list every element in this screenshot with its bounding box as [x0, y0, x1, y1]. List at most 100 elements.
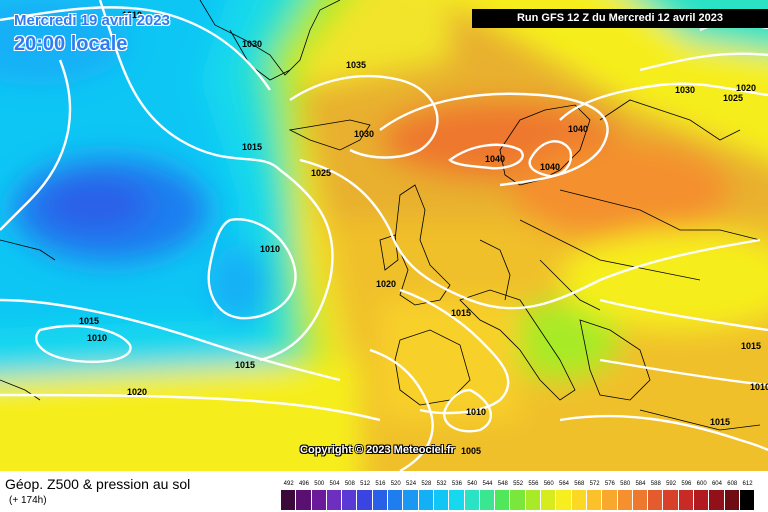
legend-tick-labels: 492 496 500 504 508 512 516 520 524 528 532 536 540 5…: [281, 480, 755, 488]
legend-swatch: [281, 490, 297, 510]
legend-tick-label: 608: [727, 481, 738, 487]
isobar-label: 1040: [540, 162, 560, 172]
legend-tick-label: 500: [314, 481, 325, 487]
legend-tick-label: 568: [574, 481, 585, 487]
isobar-label: 1030: [354, 129, 374, 139]
legend-tick-label: 512: [360, 481, 371, 487]
legend-tick-label: 548: [497, 481, 508, 487]
legend-swatch: [694, 490, 710, 510]
isobar-label: 1030: [675, 85, 695, 95]
legend-tick-label: 588: [650, 481, 661, 487]
isobar-label: 1025: [311, 168, 331, 178]
legend-swatch: [525, 490, 542, 510]
forecast-date: Mercredi 19 avril 2023: [14, 12, 170, 29]
isobar-label: 1010: [122, 10, 142, 20]
isobar-label: 1015: [710, 417, 730, 427]
legend-swatch: [678, 490, 695, 510]
legend-tick-label: 536: [451, 481, 462, 487]
legend-swatch: [541, 490, 557, 510]
isobar-label: 1020: [736, 83, 756, 93]
legend-swatch: [372, 490, 389, 510]
z500-pressure-map: 1010 1030 1035 1030 1015 1025 1040 1040 …: [0, 0, 768, 471]
legend-tick-label: 552: [513, 481, 524, 487]
legend-swatch: [510, 490, 526, 510]
legend-tick-label: 496: [298, 481, 309, 487]
isobar-label: 1010: [87, 333, 107, 343]
legend-swatch: [388, 490, 404, 510]
legend-tick-label: 556: [528, 481, 539, 487]
legend-tick-label: 504: [329, 481, 340, 487]
legend-swatch: [357, 490, 373, 510]
legend-tick-label: 592: [666, 481, 677, 487]
legend-swatch: [602, 490, 618, 510]
legend-tick-label: 528: [421, 481, 432, 487]
legend-swatch: [663, 490, 679, 510]
legend-tick-label: 532: [436, 481, 447, 487]
legend-tick-label: 516: [375, 481, 386, 487]
legend-swatch: [739, 490, 756, 510]
legend-tick-label: 612: [742, 481, 753, 487]
legend-tick-label: 492: [283, 481, 294, 487]
legend-swatch: [296, 490, 312, 510]
legend-tick-label: 540: [467, 481, 478, 487]
legend-swatch: [479, 490, 496, 510]
legend-tick-label: 520: [390, 481, 401, 487]
forecast-time: 20:00 locale: [14, 33, 128, 55]
legend-swatch: [586, 490, 603, 510]
isobar-label: 1025: [723, 93, 743, 103]
isobar-label: 1010: [750, 382, 768, 392]
legend-tick-label: 560: [543, 481, 554, 487]
legend-swatch: [311, 490, 327, 510]
isobar-label: 1030: [242, 39, 262, 49]
isobar-label: 1015: [235, 360, 255, 370]
isobar-label: 1010: [466, 407, 486, 417]
isobar-label: 1005: [461, 446, 481, 456]
legend-tick-label: 600: [696, 481, 707, 487]
legend-tick-label: 572: [589, 481, 600, 487]
isobar-label: 1015: [242, 142, 262, 152]
legend-swatch: [495, 490, 511, 510]
legend-swatch: [724, 490, 740, 510]
legend-tick-label: 580: [620, 481, 631, 487]
isobar-label: 1040: [568, 124, 588, 134]
isobar-label: 1015: [451, 308, 471, 318]
legend-tick-label: 604: [711, 481, 722, 487]
color-legend: 492 496 500 504 508 512 516 520 524 528 532 536 540 5…: [281, 480, 756, 510]
legend-swatch: [648, 490, 664, 510]
isobar-label: 1015: [79, 316, 99, 326]
field-title: Géop. Z500 & pression au sol: [5, 476, 191, 492]
legend-swatch: [617, 490, 633, 510]
legend-swatch: [709, 490, 725, 510]
legend-tick-label: 508: [344, 481, 355, 487]
legend-swatch: [632, 490, 649, 510]
copyright-notice: Copyright © 2023 Meteociel.fr: [300, 444, 455, 456]
isobar-label: 1035: [346, 60, 366, 70]
isobars: [0, 0, 768, 471]
legend-tick-label: 596: [681, 481, 692, 487]
legend-tick-label: 544: [482, 481, 493, 487]
isobar-label: 1015: [741, 341, 761, 351]
legend-swatch: [418, 490, 434, 510]
lead-time: (+ 174h): [9, 495, 47, 506]
geopotential-field: [0, 0, 768, 471]
isobar-label: 1020: [376, 279, 396, 289]
isobar-labels: 1010 1030 1035 1030 1015 1025 1040 1040 …: [79, 10, 768, 456]
legend-swatch: [326, 490, 343, 510]
legend-tick-label: 584: [635, 481, 646, 487]
legend-tick-label: 564: [558, 481, 569, 487]
legend-swatch: [464, 490, 480, 510]
legend-swatch: [571, 490, 587, 510]
legend-tick-label: 576: [604, 481, 615, 487]
model-run-info: Run GFS 12 Z du Mercredi 12 avril 2023: [472, 9, 768, 28]
legend-swatch: [556, 490, 572, 510]
legend-swatch: [449, 490, 465, 510]
legend-swatch: [342, 490, 358, 510]
isobar-label: 1020: [127, 387, 147, 397]
legend-swatch: [433, 490, 450, 510]
legend-tick-label: 524: [406, 481, 417, 487]
legend-swatches: [281, 490, 756, 510]
isobar-label: 1010: [260, 244, 280, 254]
isobar-label: 1040: [485, 154, 505, 164]
legend-swatch: [403, 490, 419, 510]
map-footer: Géop. Z500 & pression au sol (+ 174h) 49…: [0, 471, 768, 512]
